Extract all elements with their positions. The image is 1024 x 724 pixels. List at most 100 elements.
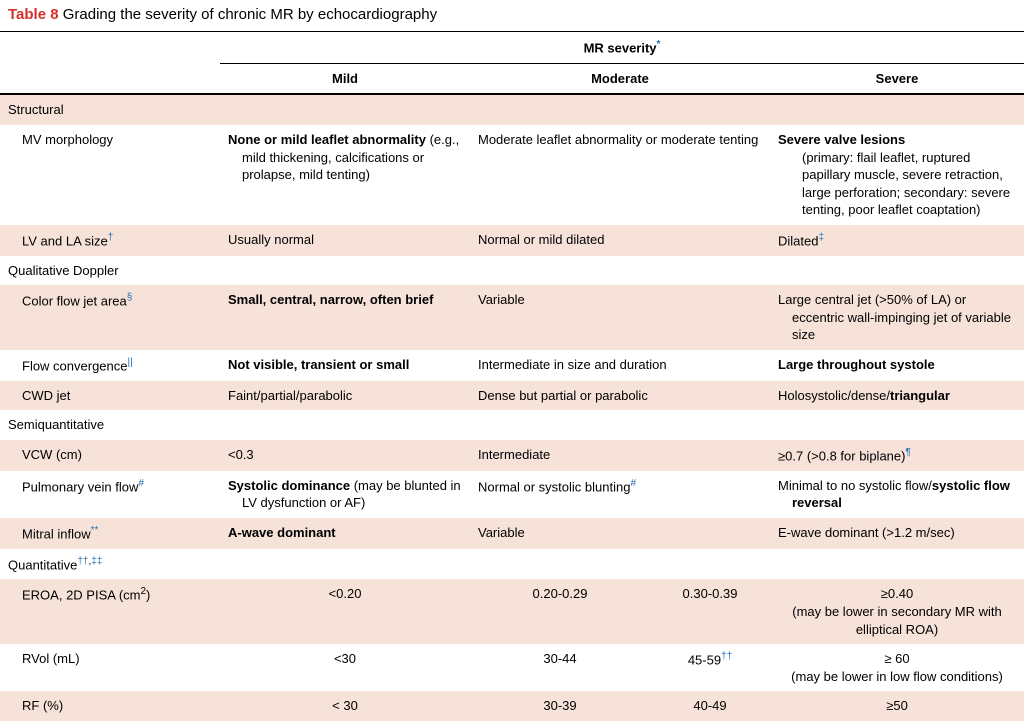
vcw-sev: ≥0.7 (>0.8 for biplane)¶ <box>770 440 1024 471</box>
lvla-mod: Normal or mild dilated <box>470 225 770 256</box>
row-mitral-inflow: Mitral inflow** A-wave dominant Variable… <box>0 518 1024 549</box>
section-semiquantitative: Semiquantitative <box>0 410 1024 440</box>
header-span-sup: * <box>657 39 661 50</box>
mv-sev-rest: (primary: flail leaflet, ruptured papill… <box>778 149 1016 219</box>
eroa-label-text: EROA, 2D PISA (cm <box>22 588 140 603</box>
rvol-sev-val: ≥ 60 <box>884 651 909 666</box>
cfja-mild: Small, central, narrow, often brief <box>220 285 470 350</box>
row-rvol: RVol (mL) <30 30-44 45-59†† ≥ 60 (may be… <box>0 644 1024 691</box>
mi-sev: E-wave dominant (>1.2 m/sec) <box>770 518 1024 549</box>
cfja-mod: Variable <box>470 285 770 350</box>
lvla-label-sup: † <box>108 232 114 243</box>
cwd-sev-bold: triangular <box>890 388 950 403</box>
mi-mod: Variable <box>470 518 770 549</box>
grading-table: MR severity* Mild Moderate Severe Struct… <box>0 31 1024 721</box>
rf-label: RF (%) <box>0 691 220 721</box>
pvf-mild-bold: Systolic dominance <box>228 478 350 493</box>
rf-mod1: 30-39 <box>470 691 650 721</box>
pvf-mod-text: Normal or systolic blunting <box>478 479 630 494</box>
header-blank2 <box>0 63 220 94</box>
section-quant-sup1: †† <box>77 556 88 567</box>
pvf-label-sup: # <box>138 478 144 489</box>
mv-mild: None or mild leaflet abnormality (e.g., … <box>220 125 470 225</box>
pvf-sev: Minimal to no systolic flow/systolic flo… <box>770 471 1024 518</box>
col-severe: Severe <box>770 63 1024 94</box>
section-quant-label: Quantitative††,‡‡ <box>0 549 1024 580</box>
cwd-sev-pre: Holosystolic/dense/ <box>778 388 890 403</box>
rf-sev: ≥50 <box>770 691 1024 721</box>
row-mv-morphology: MV morphology None or mild leaflet abnor… <box>0 125 1024 225</box>
mi-label-text: Mitral inflow <box>22 526 91 541</box>
mv-sev: Severe valve lesions (primary: flail lea… <box>770 125 1024 225</box>
section-quantitative: Quantitative††,‡‡ <box>0 549 1024 580</box>
rvol-mod2: 45-59†† <box>650 644 770 691</box>
flowconv-label-sup: || <box>128 357 133 368</box>
section-qualitative: Qualitative Doppler <box>0 256 1024 286</box>
row-vcw: VCW (cm) <0.3 Intermediate ≥0.7 (>0.8 fo… <box>0 440 1024 471</box>
table-number: Table 8 <box>8 6 59 23</box>
cfja-label: Color flow jet area§ <box>0 285 220 350</box>
cfja-label-sup: § <box>127 292 133 303</box>
pvf-mild: Systolic dominance (may be blunted in LV… <box>220 471 470 518</box>
lvla-label-text: LV and LA size <box>22 233 108 248</box>
eroa-mild: <0.20 <box>220 579 470 644</box>
section-structural: Structural <box>0 94 1024 125</box>
header-blank <box>0 32 220 64</box>
eroa-sev-note: (may be lower in secondary MR with ellip… <box>792 604 1002 637</box>
row-color-flow-jet-area: Color flow jet area§ Small, central, nar… <box>0 285 1024 350</box>
header-span-text: MR severity <box>584 40 657 55</box>
mi-mild: A-wave dominant <box>220 518 470 549</box>
section-structural-label: Structural <box>0 94 1024 125</box>
cfja-sev: Large central jet (>50% of LA) or eccent… <box>770 285 1024 350</box>
flowconv-mild: Not visible, transient or small <box>220 350 470 381</box>
flowconv-label: Flow convergence|| <box>0 350 220 381</box>
pvf-label-text: Pulmonary vein flow <box>22 479 138 494</box>
flowconv-sev: Large throughout systole <box>770 350 1024 381</box>
mi-label-sup: ** <box>91 525 99 536</box>
vcw-mod: Intermediate <box>470 440 770 471</box>
pvf-mod: Normal or systolic blunting# <box>470 471 770 518</box>
section-quant-text: Quantitative <box>8 557 77 572</box>
table-caption-text: Grading the severity of chronic MR by ec… <box>63 6 437 23</box>
section-quant-sup2: ‡‡ <box>91 556 102 567</box>
vcw-mild: <0.3 <box>220 440 470 471</box>
mv-label: MV morphology <box>0 125 220 225</box>
cwd-sev: Holosystolic/dense/triangular <box>770 381 1024 411</box>
row-flow-convergence: Flow convergence|| Not visible, transien… <box>0 350 1024 381</box>
eroa-mod2: 0.30-0.39 <box>650 579 770 644</box>
pvf-sev-pre: Minimal to no systolic flow/ <box>778 478 932 493</box>
eroa-mod1: 0.20-0.29 <box>470 579 650 644</box>
mi-label: Mitral inflow** <box>0 518 220 549</box>
lvla-sev: Dilated‡ <box>770 225 1024 256</box>
mv-mod: Moderate leaflet abnormality or moderate… <box>470 125 770 225</box>
vcw-sev-text: ≥0.7 (>0.8 for biplane) <box>778 448 905 463</box>
rf-mod2: 40-49 <box>650 691 770 721</box>
header-span: MR severity* <box>220 32 1024 64</box>
lvla-mild: Usually normal <box>220 225 470 256</box>
cfja-label-text: Color flow jet area <box>22 293 127 308</box>
cwd-mod: Dense but partial or parabolic <box>470 381 770 411</box>
vcw-sev-sup: ¶ <box>905 447 910 458</box>
rf-mild: < 30 <box>220 691 470 721</box>
header-row-span: MR severity* <box>0 32 1024 64</box>
row-lv-la-size: LV and LA size† Usually normal Normal or… <box>0 225 1024 256</box>
row-eroa: EROA, 2D PISA (cm2) <0.20 0.20-0.29 0.30… <box>0 579 1024 644</box>
rvol-label: RVol (mL) <box>0 644 220 691</box>
pvf-mod-sup: # <box>630 478 636 489</box>
row-pulmonary-vein-flow: Pulmonary vein flow# Systolic dominance … <box>0 471 1024 518</box>
eroa-sev-val: ≥0.40 <box>881 586 913 601</box>
row-rf: RF (%) < 30 30-39 40-49 ≥50 <box>0 691 1024 721</box>
mv-mod-text: Moderate leaflet abnormality or moderate… <box>478 131 762 149</box>
row-cwd-jet: CWD jet Faint/partial/parabolic Dense bu… <box>0 381 1024 411</box>
col-mild: Mild <box>220 63 470 94</box>
rvol-sev-note: (may be lower in low flow conditions) <box>791 669 1003 684</box>
eroa-label-tail: ) <box>146 588 150 603</box>
rvol-mod2-sup: †† <box>721 651 732 662</box>
cfja-sev-text: Large central jet (>50% of LA) or eccent… <box>778 291 1016 344</box>
lvla-sev-text: Dilated <box>778 233 818 248</box>
flowconv-mod: Intermediate in size and duration <box>470 350 770 381</box>
rvol-mod2-text: 45-59 <box>688 652 721 667</box>
mv-sev-bold: Severe valve lesions <box>778 132 905 147</box>
rvol-mild: <30 <box>220 644 470 691</box>
header-row-cols: Mild Moderate Severe <box>0 63 1024 94</box>
